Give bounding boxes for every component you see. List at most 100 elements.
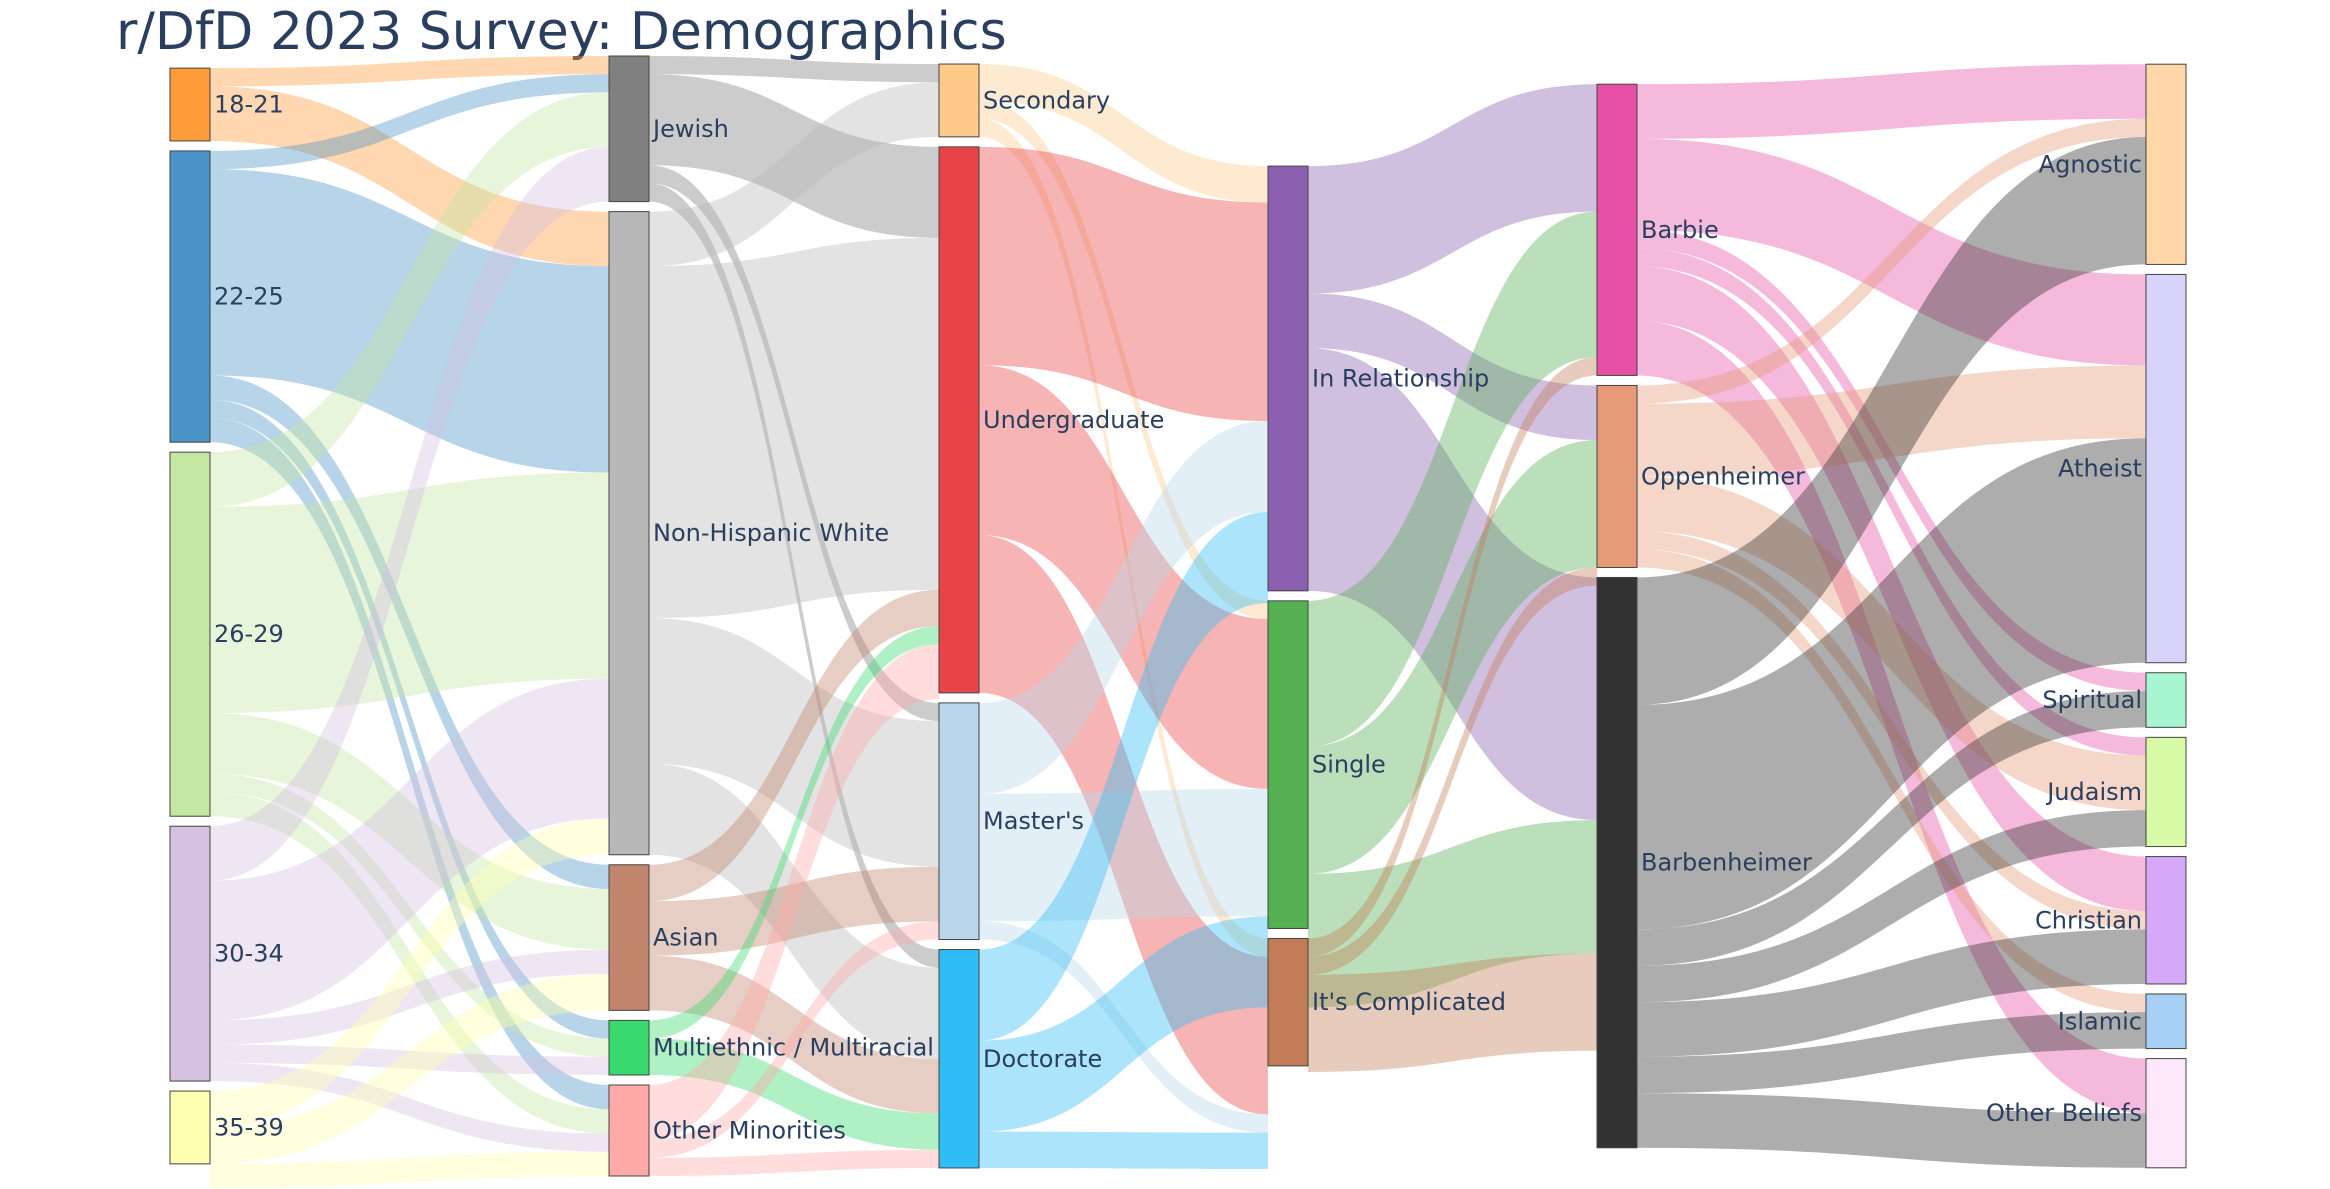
link-26-29-to-other-minorities bbox=[210, 791, 609, 1134]
node-label-islamic: Islamic bbox=[2058, 1007, 2142, 1035]
node-asian[interactable] bbox=[608, 864, 650, 1011]
node-christian[interactable] bbox=[2145, 856, 2187, 985]
link-35-39-to-non-hispanic-white bbox=[210, 818, 609, 1128]
link-in-relationship-to-barbenheimer bbox=[1308, 348, 1597, 821]
node-in-relationship[interactable] bbox=[1267, 165, 1309, 592]
link-30-34-to-other-minorities bbox=[210, 1062, 609, 1152]
node-26-29[interactable] bbox=[169, 451, 211, 817]
link-master-s-to-single bbox=[979, 788, 1268, 922]
node-label-atheist: Atheist bbox=[2058, 455, 2142, 483]
node-label-jewish: Jewish bbox=[651, 115, 729, 143]
link-oppenheimer-to-atheist bbox=[1637, 365, 2146, 477]
link-18-21-to-non-hispanic-white bbox=[210, 86, 609, 267]
node-barbenheimer[interactable] bbox=[1596, 576, 1638, 1149]
link-barbenheimer-to-other-beliefs bbox=[1637, 1093, 2146, 1168]
node-label-judaism: Judaism bbox=[2045, 778, 2142, 806]
link-multiethnic-multiracial-to-undergraduate bbox=[649, 626, 939, 1039]
node-label-22-25: 22-25 bbox=[214, 283, 284, 311]
node-oppenheimer[interactable] bbox=[1596, 384, 1638, 568]
link-it-s-complicated-to-barbie bbox=[1308, 357, 1597, 957]
chart-title: r/DfD 2023 Survey: Demographics bbox=[116, 2, 1007, 62]
link-26-29-to-jewish bbox=[210, 92, 609, 507]
node-master-s[interactable] bbox=[938, 702, 980, 941]
link-asian-to-master-s bbox=[649, 866, 939, 956]
node-35-39[interactable] bbox=[169, 1090, 211, 1165]
node-label-30-34: 30-34 bbox=[214, 940, 284, 968]
node-agnostic[interactable] bbox=[2145, 63, 2187, 265]
node-undergraduate[interactable] bbox=[938, 146, 980, 694]
link-barbie-to-spiritual bbox=[1637, 229, 2146, 691]
link-22-25-to-asian bbox=[210, 375, 609, 890]
node-18-21[interactable] bbox=[169, 67, 211, 142]
node-22-25[interactable] bbox=[169, 150, 211, 443]
link-22-25-to-non-hispanic-white bbox=[210, 169, 609, 473]
link-doctorate-to-it-s-complicated bbox=[979, 1131, 1268, 1170]
node-label-other-minorities: Other Minorities bbox=[653, 1116, 846, 1144]
link-26-29-to-non-hispanic-white bbox=[210, 472, 609, 714]
node-label-agnostic: Agnostic bbox=[2039, 150, 2142, 178]
link-22-25-to-multiethnic-multiracial bbox=[210, 399, 609, 1039]
node-30-34[interactable] bbox=[169, 825, 211, 1082]
link-barbenheimer-to-spiritual bbox=[1637, 690, 2146, 966]
link-30-34-to-jewish bbox=[210, 147, 609, 881]
node-secondary[interactable] bbox=[938, 63, 980, 138]
link-barbenheimer-to-christian bbox=[1637, 929, 2146, 1057]
node-label-other-beliefs: Other Beliefs bbox=[1986, 1099, 2142, 1127]
link-30-34-to-non-hispanic-white bbox=[210, 678, 609, 1021]
link-barbenheimer-to-islamic bbox=[1637, 1012, 2146, 1094]
node-label-non-hispanic-white: Non-Hispanic White bbox=[653, 519, 889, 547]
node-label-spiritual: Spiritual bbox=[2042, 686, 2142, 714]
node-label-doctorate: Doctorate bbox=[983, 1045, 1102, 1073]
link-doctorate-to-single bbox=[979, 916, 1268, 1132]
link-oppenheimer-to-islamic bbox=[1637, 549, 2146, 1013]
link-jewish-to-master-s bbox=[649, 165, 939, 722]
link-single-to-oppenheimer bbox=[1308, 440, 1597, 874]
node-doctorate[interactable] bbox=[938, 949, 980, 1169]
link-jewish-to-doctorate bbox=[649, 183, 939, 968]
node-islamic[interactable] bbox=[2145, 993, 2187, 1050]
node-label-26-29: 26-29 bbox=[214, 620, 284, 648]
node-multiethnic-multiracial[interactable] bbox=[608, 1019, 650, 1076]
node-label-barbenheimer: Barbenheimer bbox=[1641, 849, 1812, 877]
node-label-multiethnic-multiracial: Multiethnic / Multiracial bbox=[653, 1034, 934, 1062]
link-barbie-to-agnostic bbox=[1637, 64, 2146, 139]
link-barbenheimer-to-atheist bbox=[1637, 438, 2146, 930]
node-label-asian: Asian bbox=[653, 924, 719, 952]
link-secondary-to-single bbox=[979, 100, 1268, 620]
link-other-minorities-to-master-s bbox=[649, 921, 939, 1158]
link-in-relationship-to-oppenheimer bbox=[1308, 293, 1597, 441]
link-in-relationship-to-barbie bbox=[1308, 84, 1597, 294]
link-doctorate-to-in-relationship bbox=[979, 511, 1268, 1041]
link-oppenheimer-to-christian bbox=[1637, 531, 2146, 930]
link-30-34-to-asian bbox=[210, 949, 609, 1045]
link-undergraduate-to-it-s-complicated bbox=[979, 535, 1268, 1115]
link-other-minorities-to-undergraduate bbox=[649, 644, 939, 1140]
node-label-oppenheimer: Oppenheimer bbox=[1641, 462, 1805, 490]
node-label-undergraduate: Undergraduate bbox=[983, 406, 1164, 434]
node-it-s-complicated[interactable] bbox=[1267, 937, 1309, 1067]
node-atheist[interactable] bbox=[2145, 273, 2187, 664]
sankey-links bbox=[210, 56, 2146, 1189]
node-label-35-39: 35-39 bbox=[214, 1113, 284, 1141]
node-label-barbie: Barbie bbox=[1641, 216, 1719, 244]
node-label-it-s-complicated: It's Complicated bbox=[1312, 988, 1506, 1016]
sankey-nodes bbox=[169, 55, 2187, 1177]
node-label-master-s: Master's bbox=[983, 807, 1084, 835]
node-single[interactable] bbox=[1267, 600, 1309, 929]
node-jewish[interactable] bbox=[608, 55, 650, 203]
sankey-labels: 18-21 22-25 26-29 30-34 35-39 Jewish Non-Hispa… bbox=[214, 86, 2142, 1144]
node-non-hispanic-white[interactable] bbox=[608, 211, 650, 856]
node-barbie[interactable] bbox=[1596, 83, 1638, 376]
node-spiritual[interactable] bbox=[2145, 672, 2187, 728]
node-label-single: Single bbox=[1312, 751, 1386, 779]
node-judaism[interactable] bbox=[2145, 736, 2187, 848]
link-35-39-to-other-minorities bbox=[210, 1151, 609, 1189]
link-oppenheimer-to-agnostic bbox=[1637, 118, 2146, 404]
node-other-beliefs[interactable] bbox=[2145, 1058, 2187, 1169]
link-single-to-barbenheimer bbox=[1308, 820, 1597, 1008]
link-secondary-to-in-relationship bbox=[979, 64, 1268, 203]
link-non-hispanic-white-to-undergraduate bbox=[649, 237, 939, 619]
node-other-minorities[interactable] bbox=[608, 1084, 650, 1177]
link-30-34-to-multiethnic-multiracial bbox=[210, 1044, 609, 1075]
link-asian-to-doctorate bbox=[649, 955, 939, 1114]
